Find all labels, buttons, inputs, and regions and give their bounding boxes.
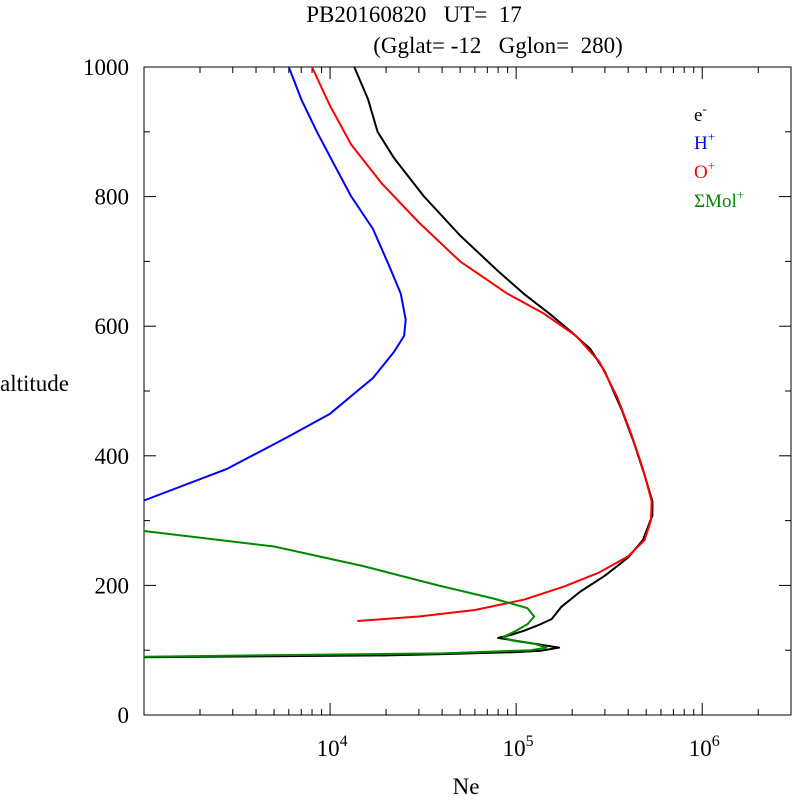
legend-entry-molplus: ΣMol+ [694,187,744,212]
series-layer [143,66,654,659]
y-axis-label: altitude [0,371,69,396]
legend-entry-electron: e- [694,101,707,126]
legend-entry-oplus: O+ [694,158,715,183]
x-axis-label: Ne [453,774,480,796]
series-line-hplus [143,66,407,502]
x-tick-label: 104 [317,733,348,761]
x-tick-labels: 104 105 106 [317,733,720,761]
y-tick-label: 200 [95,573,130,598]
y-tick-label: 0 [118,703,130,728]
y-tick-label: 400 [95,444,130,469]
series-line-electron [143,66,654,659]
chart-title-line1: PB20160820 UT= 17 [306,2,522,27]
axis-ticks [143,66,792,716]
x-tick-label: 105 [503,733,534,761]
y-tick-labels: 0 200 400 600 800 1000 [83,55,129,728]
y-tick-label: 600 [95,314,130,339]
chart-title-line2: (Gglat= -12 Gglon= 280) [373,33,623,58]
legend-entry-hplus: H+ [694,129,715,154]
x-tick-label: 106 [689,733,720,761]
y-tick-label: 1000 [83,55,129,80]
legend: e- H+ O+ ΣMol+ [694,101,744,212]
y-tick-label: 800 [95,185,130,210]
series-line-oplus [311,66,653,622]
series-line-molplus [143,530,548,658]
